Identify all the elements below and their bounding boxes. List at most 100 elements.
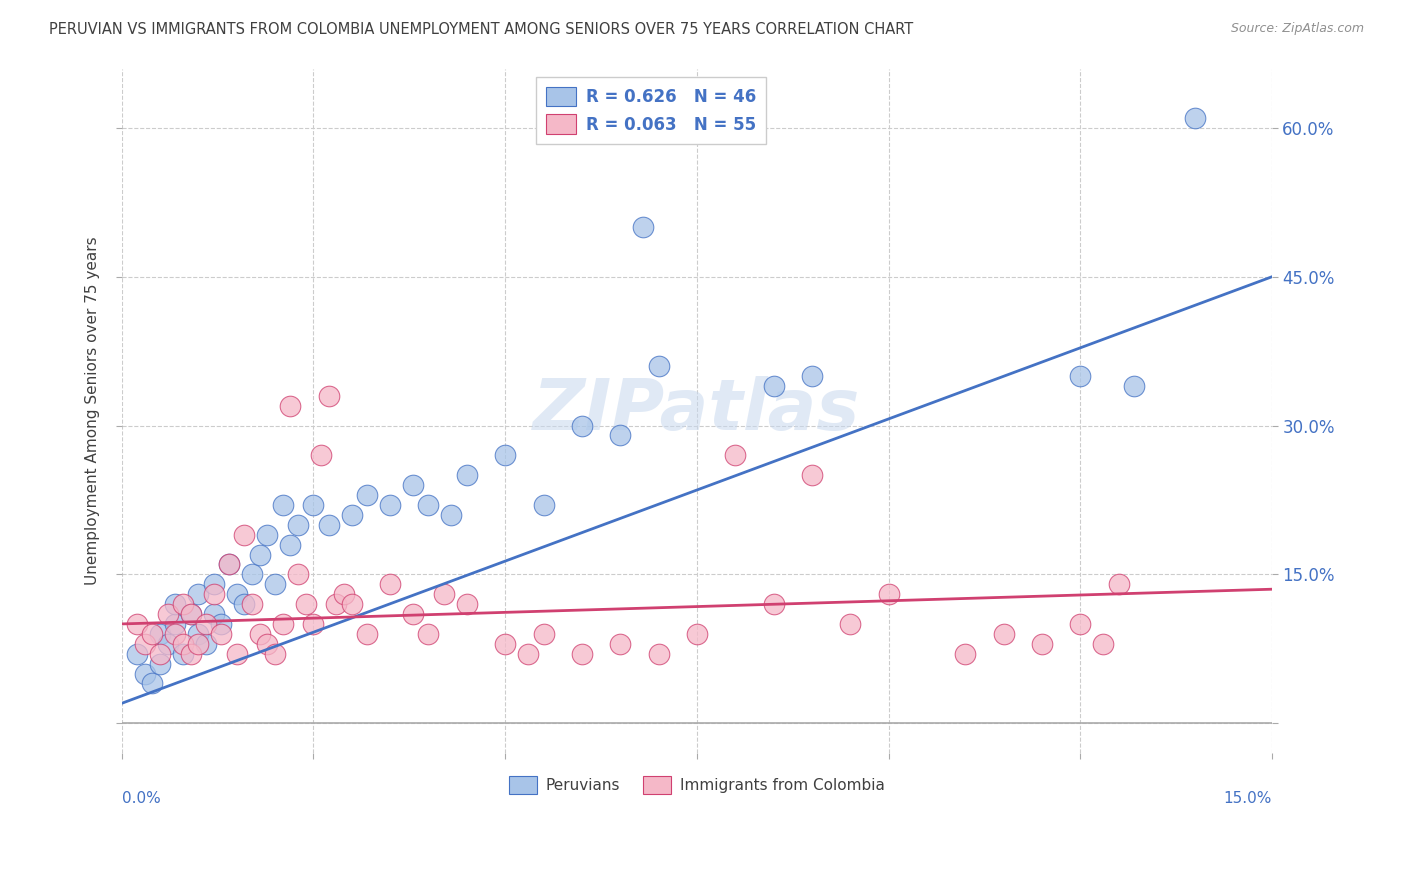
Point	[225, 587, 247, 601]
Point	[378, 498, 401, 512]
Point	[1031, 637, 1053, 651]
Point	[686, 627, 709, 641]
Point	[156, 607, 179, 621]
Point	[309, 448, 332, 462]
Point	[647, 647, 669, 661]
Point	[202, 577, 225, 591]
Point	[800, 468, 823, 483]
Point	[218, 558, 240, 572]
Point	[1069, 616, 1091, 631]
Point	[280, 538, 302, 552]
Point	[180, 607, 202, 621]
Point	[202, 607, 225, 621]
Point	[356, 488, 378, 502]
Text: 0.0%: 0.0%	[122, 790, 160, 805]
Point	[240, 567, 263, 582]
Point	[225, 647, 247, 661]
Text: PERUVIAN VS IMMIGRANTS FROM COLOMBIA UNEMPLOYMENT AMONG SENIORS OVER 75 YEARS CO: PERUVIAN VS IMMIGRANTS FROM COLOMBIA UNE…	[49, 22, 914, 37]
Point	[134, 666, 156, 681]
Point	[271, 616, 294, 631]
Legend: Peruvians, Immigrants from Colombia: Peruvians, Immigrants from Colombia	[503, 770, 891, 800]
Point	[571, 418, 593, 433]
Point	[271, 498, 294, 512]
Point	[233, 527, 256, 541]
Point	[571, 647, 593, 661]
Point	[187, 587, 209, 601]
Point	[318, 517, 340, 532]
Point	[402, 478, 425, 492]
Point	[195, 637, 218, 651]
Point	[127, 616, 149, 631]
Point	[418, 627, 440, 641]
Point	[877, 587, 900, 601]
Point	[340, 597, 363, 611]
Text: ZIPatlas: ZIPatlas	[533, 376, 860, 445]
Text: 15.0%: 15.0%	[1223, 790, 1272, 805]
Point	[302, 498, 325, 512]
Point	[762, 597, 785, 611]
Point	[211, 616, 233, 631]
Point	[211, 627, 233, 641]
Point	[456, 597, 478, 611]
Point	[494, 637, 516, 651]
Point	[195, 616, 218, 631]
Point	[533, 498, 555, 512]
Point	[356, 627, 378, 641]
Point	[418, 498, 440, 512]
Point	[264, 647, 287, 661]
Point	[340, 508, 363, 522]
Point	[156, 637, 179, 651]
Point	[249, 627, 271, 641]
Point	[280, 399, 302, 413]
Point	[218, 558, 240, 572]
Point	[494, 448, 516, 462]
Point	[800, 369, 823, 384]
Point	[202, 587, 225, 601]
Text: Source: ZipAtlas.com: Source: ZipAtlas.com	[1230, 22, 1364, 36]
Point	[1069, 369, 1091, 384]
Point	[141, 627, 163, 641]
Point	[256, 637, 278, 651]
Point	[172, 637, 194, 651]
Point	[287, 517, 309, 532]
Point	[839, 616, 862, 631]
Point	[1108, 577, 1130, 591]
Point	[953, 647, 976, 661]
Point	[1184, 111, 1206, 125]
Point	[172, 597, 194, 611]
Point	[456, 468, 478, 483]
Point	[287, 567, 309, 582]
Point	[264, 577, 287, 591]
Point	[295, 597, 318, 611]
Point	[127, 647, 149, 661]
Point	[724, 448, 747, 462]
Point	[631, 220, 654, 235]
Point	[180, 647, 202, 661]
Point	[233, 597, 256, 611]
Point	[433, 587, 456, 601]
Point	[240, 597, 263, 611]
Point	[325, 597, 347, 611]
Y-axis label: Unemployment Among Seniors over 75 years: Unemployment Among Seniors over 75 years	[86, 236, 100, 585]
Point	[647, 359, 669, 373]
Point	[378, 577, 401, 591]
Point	[609, 428, 631, 442]
Point	[993, 627, 1015, 641]
Point	[1122, 379, 1144, 393]
Point	[187, 637, 209, 651]
Point	[440, 508, 463, 522]
Point	[517, 647, 540, 661]
Point	[256, 527, 278, 541]
Point	[141, 676, 163, 690]
Point	[333, 587, 356, 601]
Point	[249, 548, 271, 562]
Point	[180, 607, 202, 621]
Point	[402, 607, 425, 621]
Point	[318, 389, 340, 403]
Point	[533, 627, 555, 641]
Point	[187, 627, 209, 641]
Point	[165, 627, 187, 641]
Point	[302, 616, 325, 631]
Point	[172, 647, 194, 661]
Point	[609, 637, 631, 651]
